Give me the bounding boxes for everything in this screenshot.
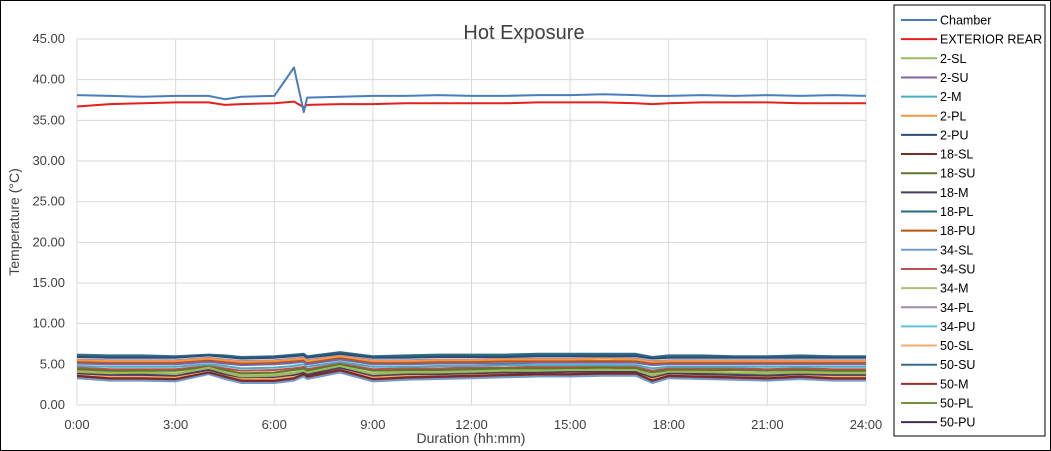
x-tick-label: 15:00 bbox=[554, 417, 587, 432]
legend-label: Chamber bbox=[940, 14, 991, 28]
legend-label: 50-M bbox=[940, 377, 968, 391]
series-line-2-su bbox=[76, 358, 866, 367]
legend-label: 50-PU bbox=[940, 416, 975, 430]
y-tick-label: 0.00 bbox=[40, 397, 65, 412]
legend-label: 34-PL bbox=[940, 301, 973, 315]
y-tick-label: 40.00 bbox=[32, 72, 65, 87]
legend-label: 18-PL bbox=[940, 205, 973, 219]
y-tick-label: 35.00 bbox=[32, 112, 65, 127]
y-tick-label: 15.00 bbox=[32, 275, 65, 290]
x-axis-title: Duration (hh:mm) bbox=[417, 430, 526, 446]
y-tick-label: 25.00 bbox=[32, 194, 65, 209]
legend-label: 18-SL bbox=[940, 148, 973, 162]
legend-label: EXTERIOR REAR bbox=[940, 33, 1042, 47]
x-tick-label: 24:00 bbox=[850, 417, 883, 432]
legend-label: 50-SU bbox=[940, 358, 975, 372]
legend-label: 18-SU bbox=[940, 167, 975, 181]
legend-label: 2-M bbox=[940, 90, 962, 104]
x-axis-ticks: 0:00 3:00 6:00 9:00 12:00 15:00 18:00 21:00 24:0… bbox=[64, 417, 882, 432]
legend-label: 34-M bbox=[940, 282, 968, 296]
legend-label: 18-M bbox=[940, 186, 968, 200]
legend: Chamber EXTERIOR REAR 2-SL 2-SU 2-M 2-PL 2-PU 1… bbox=[893, 4, 1046, 437]
chart-title: Hot Exposure bbox=[463, 22, 584, 44]
series-line-18-su bbox=[76, 363, 866, 375]
x-tick-label: 18:00 bbox=[652, 417, 685, 432]
legend-label: 34-SU bbox=[940, 262, 975, 276]
y-axis-ticks: 0.00 5.00 10.00 15.00 20.00 25.00 30.00 35.00 40… bbox=[32, 31, 65, 412]
y-tick-label: 20.00 bbox=[32, 234, 65, 249]
grid-lines bbox=[76, 38, 867, 406]
y-tick-label: 5.00 bbox=[40, 356, 65, 371]
x-tick-label: 12:00 bbox=[455, 417, 488, 432]
legend-label: 18-PU bbox=[940, 224, 975, 238]
y-tick-label: 10.00 bbox=[32, 316, 65, 331]
legend-label: 50-SL bbox=[940, 339, 973, 353]
legend-label: 34-PU bbox=[940, 320, 975, 334]
legend-label: 50-PL bbox=[940, 397, 973, 411]
series-line-chamber bbox=[76, 66, 867, 114]
series-line-18-m bbox=[76, 366, 866, 379]
legend-label: 2-SU bbox=[940, 71, 968, 85]
y-tick-label: 30.00 bbox=[32, 153, 65, 168]
series-line-34-su bbox=[76, 362, 866, 372]
series-line-34-sl bbox=[76, 371, 866, 384]
series-line-18-pu bbox=[76, 356, 866, 365]
y-axis-title: Temperature (°C) bbox=[6, 168, 22, 276]
legend-label: 34-SL bbox=[940, 243, 973, 257]
series-line-18-sl bbox=[76, 369, 866, 382]
legend-label: 2-PU bbox=[940, 128, 968, 142]
legend-label: 2-PL bbox=[940, 109, 966, 123]
series-line-2-pu bbox=[76, 352, 866, 360]
x-tick-label: 6:00 bbox=[262, 417, 287, 432]
x-tick-label: 21:00 bbox=[751, 417, 784, 432]
series-lines bbox=[76, 66, 867, 384]
series-line-exterior-rear bbox=[76, 100, 866, 109]
series-line-2-sl bbox=[76, 365, 866, 378]
series-line-2-m bbox=[76, 360, 866, 370]
x-tick-label: 0:00 bbox=[64, 417, 89, 432]
x-tick-label: 3:00 bbox=[163, 417, 188, 432]
y-tick-label: 45.00 bbox=[32, 31, 65, 46]
x-tick-label: 9:00 bbox=[360, 417, 385, 432]
series-line-2-pl bbox=[76, 355, 866, 363]
legend-label: 2-SL bbox=[940, 52, 966, 66]
